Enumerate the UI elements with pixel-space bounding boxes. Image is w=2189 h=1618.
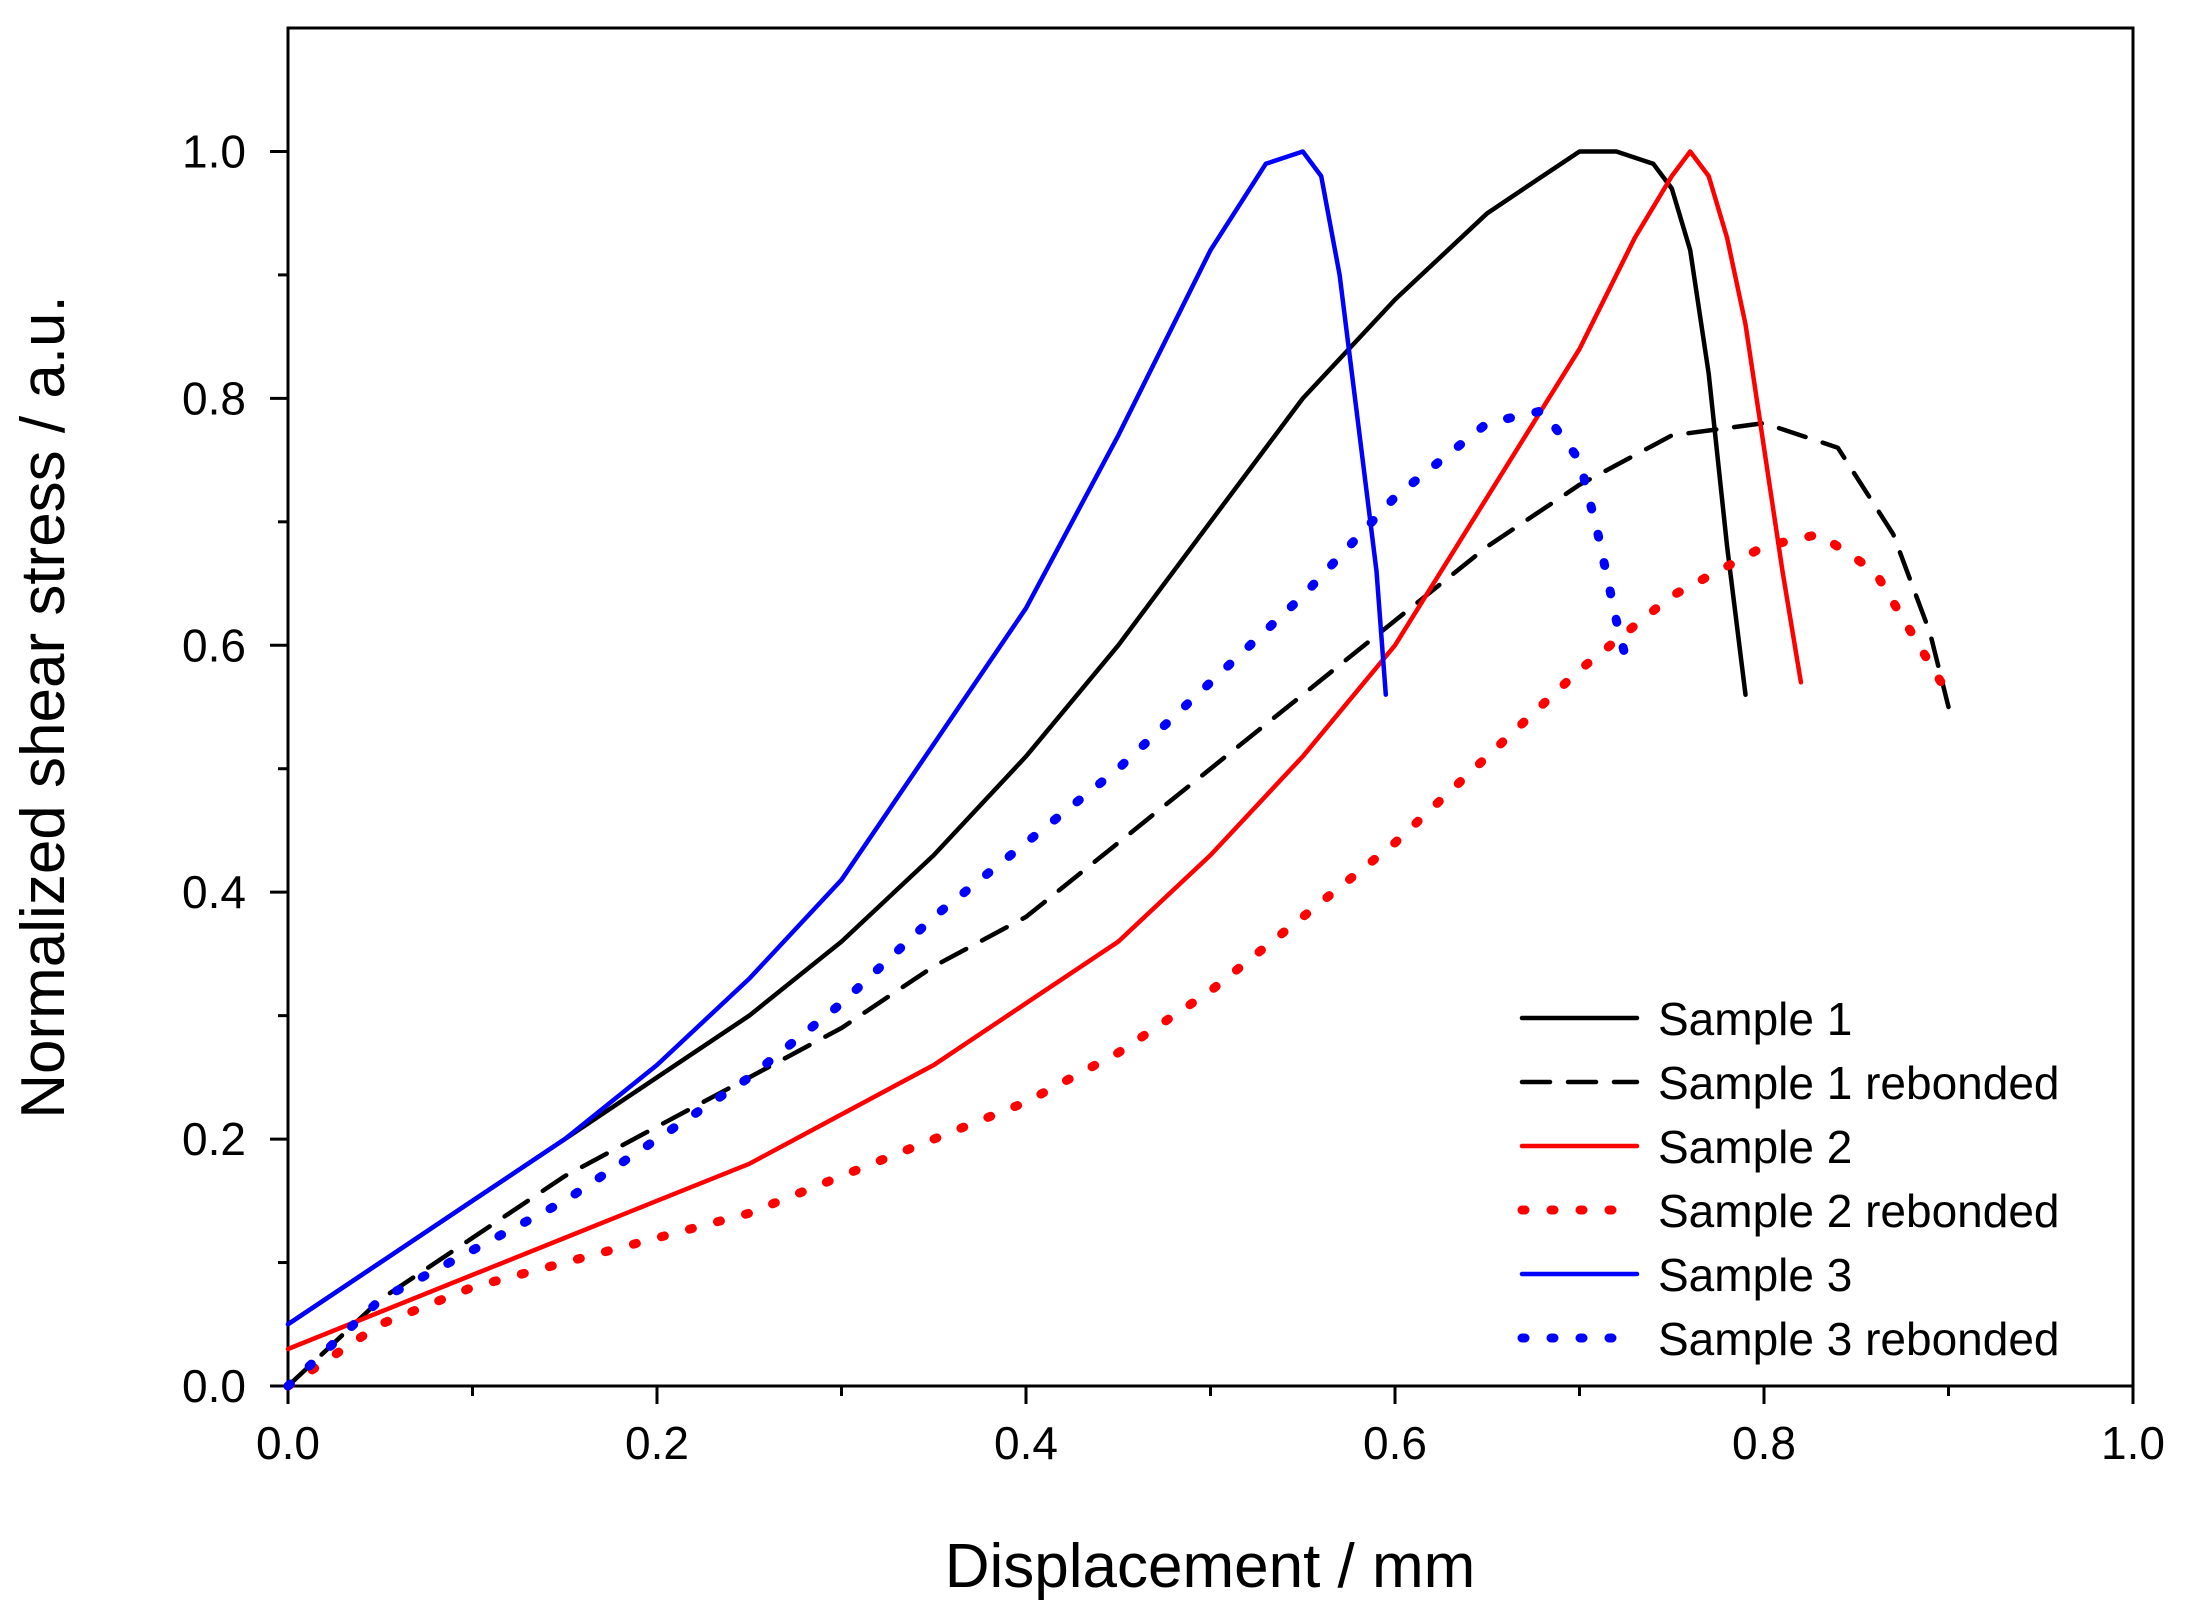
legend-label-sample-3-rebonded: Sample 3 rebonded <box>1658 1313 2060 1365</box>
y-tick-label: 0.4 <box>182 866 246 918</box>
x-tick-label: 0.0 <box>256 1417 320 1469</box>
legend-label-sample-1: Sample 1 <box>1658 993 1852 1045</box>
y-tick-label: 0.0 <box>182 1360 246 1412</box>
x-axis-title: Displacement / mm <box>945 1532 1476 1601</box>
y-axis-title: Normalized shear stress / a.u. <box>9 295 78 1119</box>
y-tick-label: 1.0 <box>182 125 246 177</box>
x-tick-label: 0.6 <box>1363 1417 1427 1469</box>
legend: Sample 1 Sample 1 rebonded Sample 2 Sample … <box>1517 993 2060 1365</box>
series-line-sample-3-rebonded <box>283 406 1631 1391</box>
plot-frame <box>286 26 2135 1388</box>
y-tick-label: 0.6 <box>182 619 246 671</box>
x-tick-label: 0.2 <box>625 1417 689 1469</box>
series-line-sample-2-rebonded <box>283 529 1953 1391</box>
legend-label-sample-3: Sample 3 <box>1658 1249 1852 1301</box>
series-line-sample-3 <box>285 149 1389 1327</box>
legend-label-sample-2: Sample 2 <box>1658 1121 1852 1173</box>
x-tick-label: 1.0 <box>2101 1417 2165 1469</box>
axis-ticks: 0.0 0.2 0.4 0.6 0.8 1.0 0.0 0.2 0.4 0.6 0.8 1.0 <box>182 125 2165 1469</box>
series-layer <box>283 149 1953 1391</box>
x-tick-label: 0.4 <box>994 1417 1058 1469</box>
x-tick-label: 0.8 <box>1732 1417 1796 1469</box>
series-line-sample-1-rebonded <box>285 420 1951 1389</box>
y-tick-label: 0.2 <box>182 1113 246 1165</box>
series-line-sample-1 <box>285 149 1748 1327</box>
legend-label-sample-2-rebonded: Sample 2 rebonded <box>1658 1185 2060 1237</box>
legend-label-sample-1-rebonded: Sample 1 rebonded <box>1658 1057 2060 1109</box>
series-line-sample-2 <box>285 149 1804 1352</box>
y-tick-label: 0.8 <box>182 372 246 424</box>
